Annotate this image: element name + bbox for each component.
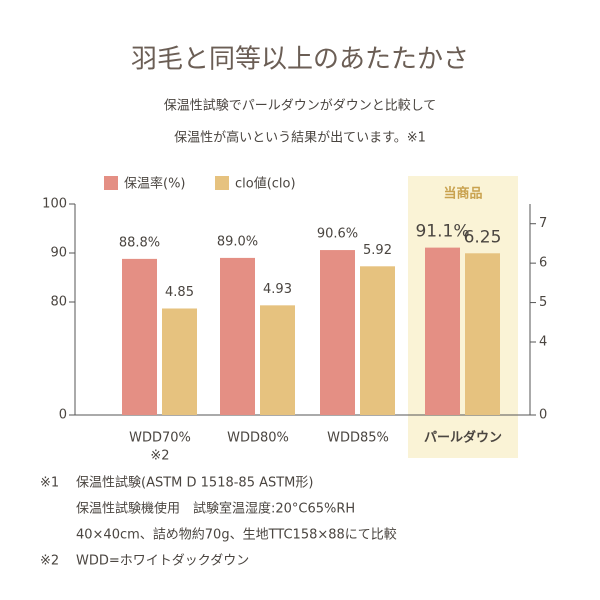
bar: [425, 247, 460, 415]
footnote-line: 保温性試験(ASTM D 1518-85 ASTM形): [76, 475, 313, 491]
legend-swatch: [104, 176, 118, 190]
value-label: 88.8%: [119, 235, 160, 250]
footnote-line: 保温性試験機使用 試験室温湿度:20°C65%RH: [76, 501, 355, 517]
y2-tick-label: 4: [539, 335, 547, 350]
subtitle: 保温性が高いという結果が出ています。※1: [174, 130, 426, 146]
highlight-band: [408, 176, 518, 458]
bar: [260, 305, 295, 415]
legend-swatch: [215, 176, 229, 190]
chart-title: 羽毛と同等以上のあたたかさ: [131, 45, 469, 75]
value-label: 89.0%: [217, 234, 258, 249]
y2-tick-label: 7: [539, 216, 547, 231]
y-tick-label: 0: [59, 408, 67, 423]
y2-tick-label: 5: [539, 295, 547, 310]
bar: [122, 258, 157, 415]
x-tick-label: パールダウン: [424, 430, 502, 446]
legend-label: 保温率(%): [124, 176, 186, 192]
value-label: 4.85: [165, 285, 194, 300]
bar: [320, 250, 355, 415]
value-label: 4.93: [263, 282, 292, 297]
y2-tick-label: 0: [539, 408, 547, 423]
footnote-line: 40×40cm、詰め物約70g、生地TTC158×88にて比較: [76, 527, 397, 543]
bar: [360, 266, 395, 415]
legend-label: clo値(clo): [235, 176, 296, 192]
footnote-mark: ※2: [40, 554, 59, 569]
category-note: ※2: [150, 449, 169, 464]
highlight-label: 当商品: [443, 186, 482, 202]
x-tick-label: WDD85%: [327, 431, 389, 446]
subtitle: 保温性試験でパールダウンがダウンと比較して: [164, 98, 437, 114]
y-tick-label: 80: [50, 295, 67, 310]
x-tick-label: WDD80%: [227, 431, 289, 446]
bar: [162, 308, 197, 415]
y-tick-label: 100: [42, 197, 67, 212]
footnote-mark: ※1: [40, 476, 59, 491]
bar: [220, 257, 255, 415]
y2-tick-label: 6: [539, 256, 547, 271]
value-label: 6.25: [464, 227, 502, 247]
footnote-line: WDD=ホワイトダックダウン: [76, 554, 249, 569]
y-tick-label: 90: [50, 246, 67, 261]
value-label: 5.92: [363, 243, 392, 258]
x-tick-label: WDD70%: [129, 431, 191, 446]
value-label: 91.1%: [415, 222, 469, 242]
bar: [465, 253, 500, 415]
value-label: 90.6%: [317, 227, 358, 242]
